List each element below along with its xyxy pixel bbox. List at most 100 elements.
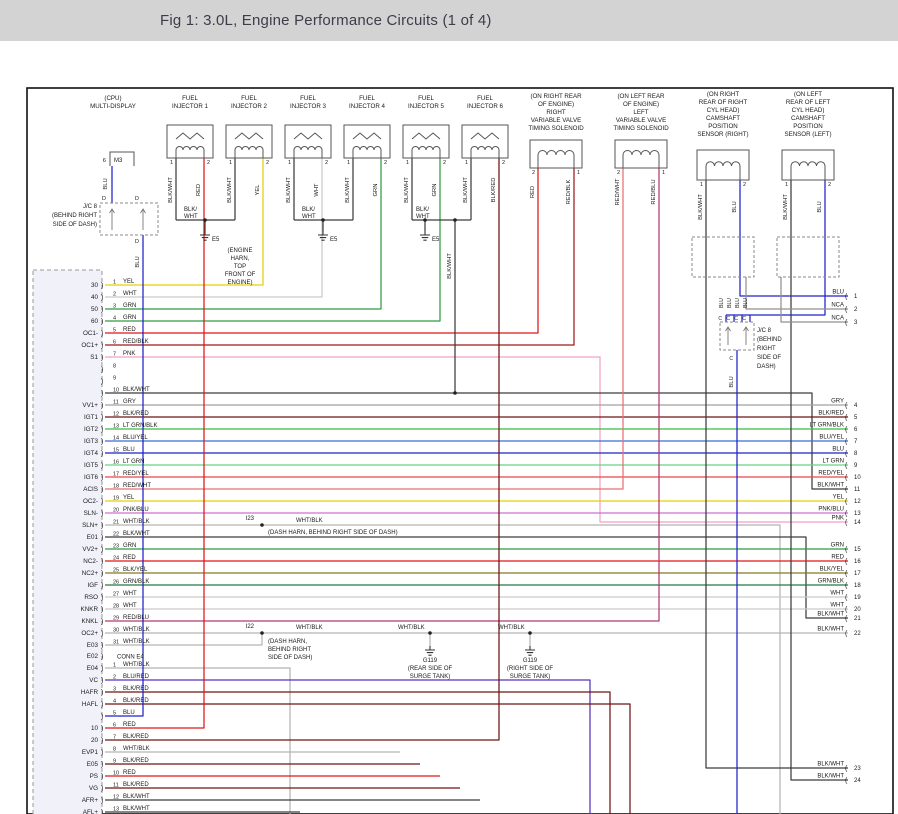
connector-pin-number: 12 [854,499,861,505]
component-label: POSITION [708,123,738,130]
connector-bracket: ( [845,520,848,527]
component-box [461,124,509,159]
annotation: FRONT OF [225,272,256,278]
ecm-pin-bracket: ) [101,607,103,614]
component-box [343,124,391,159]
wire [105,158,264,286]
wire-color-label: WHT [123,591,137,597]
ground-symbol-e5 [420,231,430,241]
ecm-pin-number: 26 [113,580,119,586]
connector-bracket: ( [845,778,848,785]
wire [105,168,660,622]
wire-color-label: GRN [123,303,136,309]
wire-color-label: WHT/BLK [123,662,150,668]
ecm-pin-name: SLN+ [82,522,98,529]
component-label: RIGHT [546,109,565,116]
component-pin-number: 1 [406,160,409,166]
wire-color-label-vertical: RED/BLK [566,179,572,204]
annotation: DASH) [757,364,776,370]
ecm-pin-number: 10 [113,771,119,777]
component-box [402,124,450,159]
wire [726,180,826,316]
wire-color-label: BLK/WHT [123,387,150,393]
ecm-pin-number: 24 [113,556,119,562]
ecm-pin-name: IGT1 [84,414,98,421]
junction-dot [428,631,432,635]
annotation: C [742,316,746,322]
component-label: CYL HEAD) [707,107,740,114]
injector-nozzle-symbol [352,132,382,140]
annotation: D [135,239,139,245]
ecm-pin-bracket: ) [101,654,103,661]
connector-pin-number: 10 [854,475,861,481]
connector-pin-number: 11 [854,487,861,493]
ecm-pin-name: NC2+ [82,570,99,577]
annotation: E5 [432,237,440,243]
connector-pin-number: 4 [854,403,858,409]
component-pin-number: 1 [700,182,703,188]
component-box [696,149,750,181]
wire-color-label: PNK/BLU [818,507,844,513]
component-label: LEFT [633,109,648,116]
ecm-pin-name: IGT4 [84,450,98,457]
wire-color-label-vertical: BLU [727,298,733,308]
ecm-pin-bracket: ) [101,439,103,446]
wire-color-label: RED [831,555,844,561]
ecm-pin-number: 22 [113,532,119,538]
component-box [614,139,668,169]
wire-color-label: WHT/BLK [123,519,150,525]
ecm-pin-bracket: ) [101,511,103,518]
wire-color-label: BLK/WHT [123,531,150,537]
junction-dot [260,523,264,527]
connector-pin-number: 1 [854,294,858,300]
component-label: TIMING SOLENOID [528,125,584,132]
wire-color-label: BLK/RED [123,411,149,417]
annotation: ENGINE) [227,280,252,286]
ecm-pin-bracket: ) [101,379,103,386]
annotation: HARN, [231,256,250,262]
ecm-pin-bracket: ) [101,726,103,733]
connector-pin-number: 21 [854,616,861,622]
wire-color-label: BLK/WHT [123,794,150,800]
connector-pin-number: 24 [854,778,861,784]
wire-color-label: YEL [123,279,135,285]
connector-bracket: ( [845,487,848,494]
ecm-pin-bracket: ) [101,523,103,530]
wire-color-label: BLK/RED [123,698,149,704]
wire [105,158,323,298]
wire-color-label: WHT [830,591,844,597]
wire-color-label-vertical: RED [530,186,536,198]
wire [105,703,631,814]
component-pin-number: 2 [207,160,210,166]
wire-color-label: NCA [831,316,844,322]
connector-bracket: ( [845,616,848,623]
connector-pin-number: 17 [854,571,861,577]
component-label: INJECTOR 1 [172,103,209,110]
wire-color-label: BLK/WHT [817,612,844,618]
wire-color-label-vertical: BLU [729,376,735,387]
ecm-pin-number: 28 [113,604,119,610]
junction-dot [453,391,457,395]
ground-symbol-g119 [525,646,535,656]
annotation: J/C 8 [757,328,772,334]
ecm-pin-name: E05 [87,761,99,768]
annotation: (RIGHT SIDE OF [507,666,554,672]
coil-symbol [175,146,205,158]
connector-bracket: ( [845,475,848,482]
wire-color-label: NCA [831,303,844,309]
ecm-pin-name: E02 [87,653,99,660]
connector-bracket: ( [845,766,848,773]
component-label: INJECTOR 3 [290,103,327,110]
wire [105,691,611,814]
ecm-pin-name: SLN- [84,510,98,517]
ecm-pin-bracket: ) [101,810,103,814]
connector-bracket: ( [845,307,848,314]
component-pin-number: 1 [347,160,350,166]
wire-color-label-vertical: BLK/RED [491,178,497,203]
component-label: INJECTOR 5 [408,103,445,110]
connector-bracket: ( [845,607,848,614]
wire-color-label: GRN [123,315,136,321]
ecm-pin-bracket: ) [101,595,103,602]
ecm-pin-number: 11 [113,783,119,789]
ecm-pin-number: 20 [113,508,119,514]
